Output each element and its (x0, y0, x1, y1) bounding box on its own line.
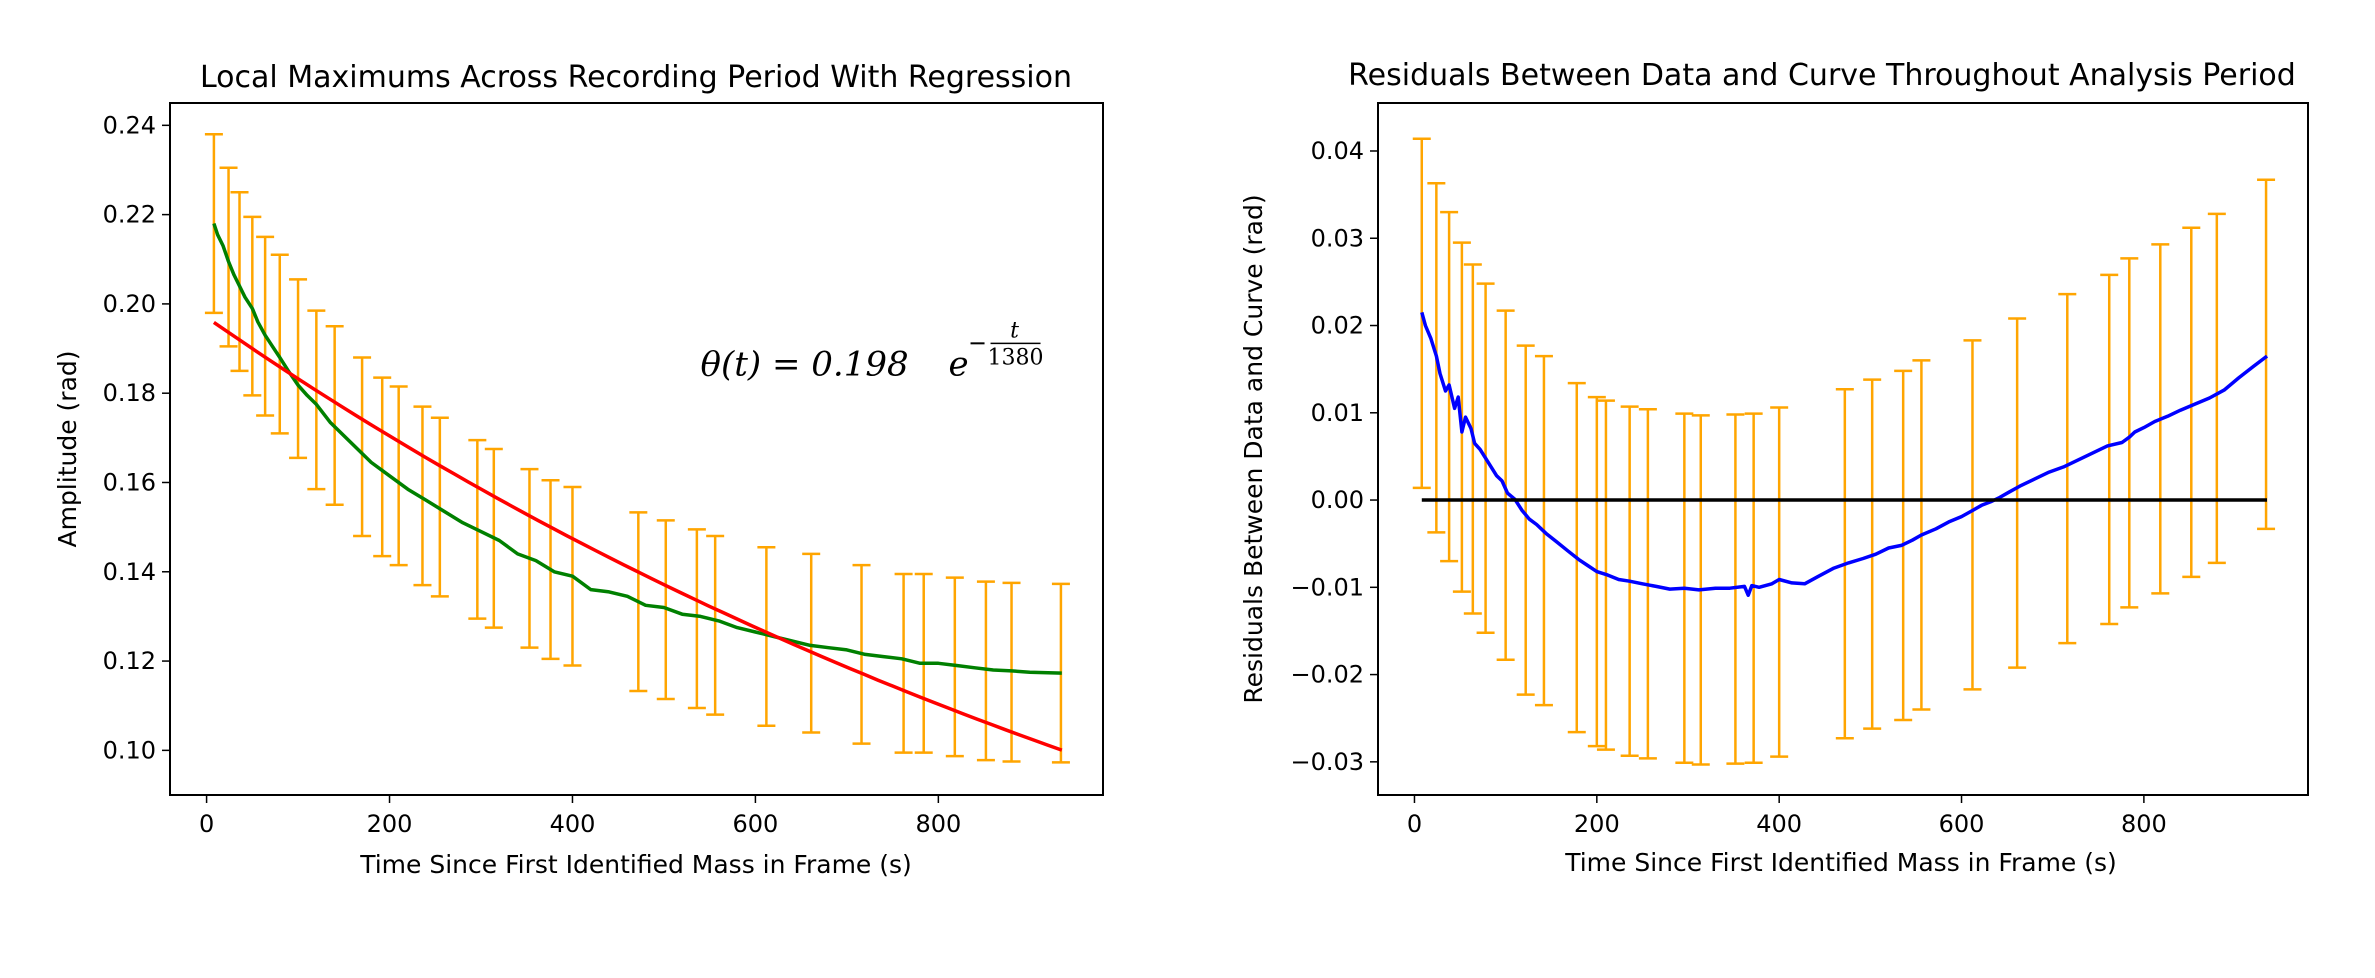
error-bar (2257, 178, 2276, 531)
y-tick-label: 0.14 (103, 558, 156, 586)
y-axis-label: Residuals Between Data and Curve (rad) (1239, 194, 1268, 703)
error-bar (389, 385, 408, 567)
x-tick-label: 400 (550, 810, 596, 838)
y-tick-label: 0.16 (103, 468, 156, 496)
series-line (1420, 311, 2269, 597)
plot-frame (1377, 102, 2309, 796)
plot-frame (169, 102, 1104, 796)
error-bar (2182, 226, 2201, 579)
x-tick-label: 800 (2121, 810, 2167, 838)
error-bar (289, 278, 308, 460)
chart-title: Residuals Between Data and Curve Through… (1348, 58, 2296, 93)
error-bar (894, 572, 913, 754)
y-tick-label: −0.02 (1290, 661, 1364, 689)
error-bar (757, 545, 776, 728)
error-bar (1963, 339, 1982, 691)
x-tick-label: 200 (367, 810, 413, 838)
error-bar (2207, 212, 2226, 565)
x-tick-label: 0 (1407, 810, 1422, 838)
plot-layer (204, 133, 1070, 764)
equation-lhs: θ(t) = 0.198 (701, 344, 909, 384)
regression-curve (212, 320, 1063, 752)
error-bar (687, 528, 706, 710)
y-tick-label: 0.01 (1311, 399, 1364, 427)
x-tick-label: 0 (199, 810, 214, 838)
error-bar (256, 235, 275, 417)
y-tick-label: −0.03 (1290, 748, 1364, 776)
y-tick-label: −0.01 (1290, 573, 1364, 601)
x-axis-ticks: 0 200 400 600 800 (199, 795, 961, 838)
y-axis-ticks: 0.10 0.12 0.14 0.16 0.18 0.20 0.22 0.24 (103, 111, 170, 764)
error-bar (2008, 317, 2027, 669)
y-tick-label: 0.22 (103, 201, 156, 229)
equation-exponent-numerator: t (1010, 318, 1019, 343)
x-tick-label: 200 (1574, 810, 1620, 838)
x-axis-label: Time Since First Identified Mass in Fram… (359, 850, 912, 879)
y-tick-label: 0.04 (1311, 137, 1364, 165)
y-tick-label: 0.10 (103, 736, 156, 764)
error-bar (1516, 344, 1535, 696)
error-bar (1744, 412, 1763, 764)
error-bar (2120, 257, 2139, 609)
error-bar (706, 534, 725, 716)
residuals-chart: Residuals Between Data and Curve Through… (1239, 58, 2309, 877)
y-tick-label: 0.12 (103, 647, 156, 675)
amplitude-chart: Local Maximums Across Recording Period W… (53, 60, 1104, 879)
y-tick-label: 0.02 (1311, 312, 1364, 340)
x-tick-label: 800 (915, 810, 961, 838)
chart-title: Local Maximums Across Recording Period W… (200, 60, 1072, 95)
error-bar (2058, 292, 2077, 645)
error-bar (413, 405, 432, 587)
y-tick-label: 0.20 (103, 290, 156, 318)
error-bar (353, 356, 372, 538)
equation-exponent-denominator: 1380 (988, 345, 1044, 370)
error-bar (325, 324, 344, 507)
x-axis-ticks: 0 200 400 600 800 (1407, 795, 2167, 838)
error-bar (373, 376, 392, 558)
error-bar (307, 309, 326, 491)
y-axis-ticks: −0.03 −0.02 −0.01 0.00 0.01 0.02 0.03 0.04 (1290, 137, 1378, 776)
error-bar (270, 253, 289, 435)
equation-base: e (949, 344, 969, 384)
y-tick-label: 0.24 (103, 111, 156, 139)
error-bar (2100, 273, 2119, 626)
x-tick-label: 600 (1939, 810, 1985, 838)
x-axis-label: Time Since First Identified Mass in Fram… (1564, 848, 2117, 877)
series-line (212, 222, 1062, 675)
y-tick-label: 0.18 (103, 379, 156, 407)
x-tick-label: 600 (733, 810, 779, 838)
y-tick-label: 0.03 (1311, 224, 1364, 252)
x-tick-label: 400 (1756, 810, 1802, 838)
y-axis-label: Amplitude (rad) (53, 350, 82, 547)
plot-layer (1412, 137, 2276, 766)
y-tick-label: 0.00 (1311, 486, 1364, 514)
error-bar (1770, 406, 1789, 758)
error-bar (802, 552, 821, 734)
